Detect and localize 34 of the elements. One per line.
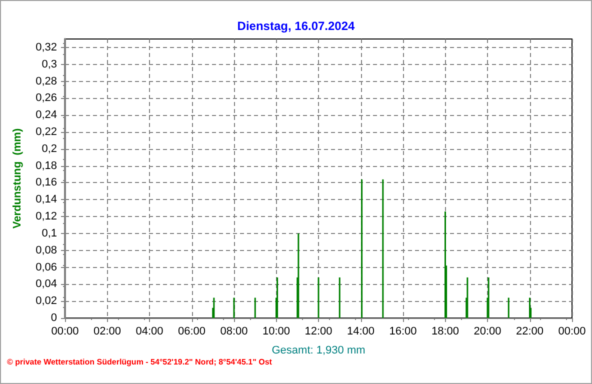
y-axis-title: Verdunstung (mm)	[12, 128, 24, 229]
y-tick-label: 0,02	[36, 295, 57, 308]
y-tick-label: 0,04	[36, 278, 57, 290]
x-axis-title: Gesamt: 1,930 mm	[272, 344, 366, 356]
y-tick-label: 0,18	[36, 160, 57, 172]
x-tick-label: 06:00	[178, 326, 206, 338]
y-tick-label: 0,06	[36, 261, 57, 274]
x-tick-label: 04:00	[136, 326, 164, 338]
y-tick-label: 0,08	[36, 244, 57, 256]
y-tick-label: 0	[50, 312, 57, 324]
y-tick-label: 0,3	[42, 58, 57, 70]
x-tick-label: 14:00	[346, 326, 375, 338]
y-tick-label: 0,16	[36, 176, 57, 189]
x-tick-label: 12:00	[304, 326, 332, 338]
x-tick-label: 08:00	[220, 326, 248, 338]
y-tick-label: 0,2	[42, 142, 57, 155]
y-tick-label: 0,14	[36, 194, 57, 206]
x-tick-label: 00:00	[51, 326, 79, 338]
y-tick-label: 0,28	[36, 75, 57, 88]
x-tick-label: 20:00	[474, 326, 502, 338]
y-tick-label: 0,22	[36, 126, 57, 138]
x-tick-label: 18:00	[431, 326, 460, 338]
y-tick-label: 0,26	[36, 92, 57, 104]
y-tick-label: 0,1	[42, 227, 57, 240]
chart-title: Dienstag, 16.07.2024	[237, 19, 356, 33]
text: © private Wetterstation Süderlügum - 54°52'19.2" Nord; 8°54'45.1" Ost	[7, 358, 272, 366]
x-tick-label: 00:00	[558, 326, 586, 338]
y-tick-label: 0,32	[36, 41, 57, 54]
x-tick-label: 10:00	[262, 326, 290, 338]
x-tick-label: 16:00	[389, 326, 417, 338]
x-tick-label: 22:00	[516, 326, 544, 338]
y-tick-label: 0,12	[36, 210, 57, 223]
y-tick-label: 0,24	[36, 109, 57, 122]
x-tick-label: 02:00	[93, 326, 122, 338]
